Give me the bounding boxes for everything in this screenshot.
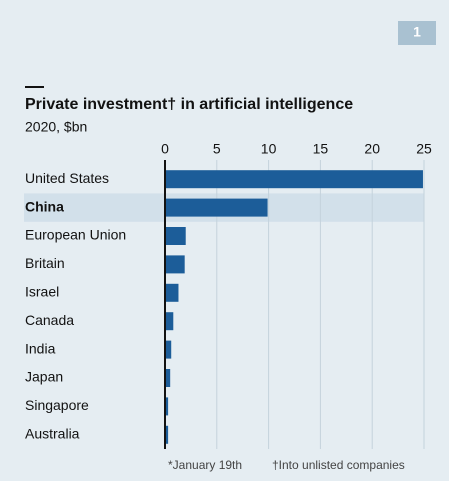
badge: 1 — [413, 24, 421, 40]
y-tick-label: European Union — [25, 227, 126, 243]
y-tick-label: Israel — [25, 284, 59, 300]
bar — [165, 369, 171, 387]
x-tick-label: 10 — [261, 141, 277, 157]
y-tick-label: United States — [25, 170, 109, 186]
bar — [165, 255, 185, 274]
chart-subtitle: 2020, $bn — [25, 119, 87, 135]
bar — [165, 227, 186, 245]
bar — [165, 340, 172, 359]
footnote: †Into unlisted companies — [272, 458, 405, 472]
y-tick-label: Canada — [25, 312, 74, 328]
bar — [165, 312, 174, 331]
bar — [165, 170, 423, 189]
bar — [165, 397, 169, 416]
y-tick-label: India — [25, 340, 56, 356]
x-tick-label: 20 — [364, 141, 380, 157]
y-tick-label: Britain — [25, 255, 65, 271]
y-tick-label: China — [25, 198, 64, 214]
footnote: *January 19th — [168, 458, 242, 472]
y-tick-label: Australia — [25, 426, 80, 442]
bar — [165, 198, 268, 217]
title-rule — [25, 86, 44, 88]
y-tick-label: Japan — [25, 369, 63, 385]
bar — [165, 425, 169, 444]
y-tick-label: Singapore — [25, 397, 89, 413]
badge-box — [398, 21, 436, 45]
x-tick-label: 15 — [313, 141, 329, 157]
chart-title: Private investment† in artificial intell… — [25, 96, 353, 113]
x-tick-label: 5 — [213, 141, 221, 157]
bar — [165, 283, 179, 302]
x-tick-label: 25 — [416, 141, 432, 157]
x-tick-label: 0 — [161, 141, 169, 157]
